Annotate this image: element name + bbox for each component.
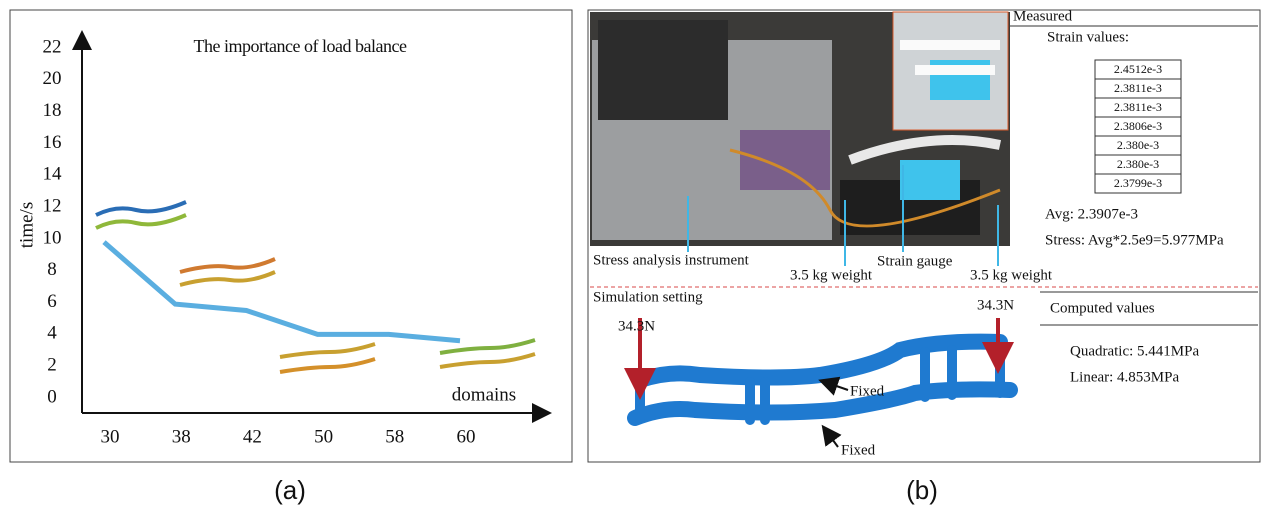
avg: Avg: 2.3907e-3 [1045, 206, 1138, 222]
fixed-arrow [822, 381, 848, 390]
photo-label: Stress analysis instrument [593, 252, 750, 268]
caption: (a) [274, 475, 306, 505]
x-tick-label: 42 [243, 426, 262, 447]
y-tick-label: 6 [47, 291, 57, 312]
y-tick-label: 22 [43, 36, 62, 57]
y-tick-label: 8 [47, 259, 57, 280]
fixed-label: Fixed [841, 442, 876, 458]
photo-label: 3.5 kg weight [790, 267, 873, 283]
y-tick-label: 0 [47, 386, 57, 407]
photo-label: 3.5 kg weight [970, 267, 1053, 283]
stress: Stress: Avg*2.5e9=5.977MPa [1045, 232, 1224, 248]
chart-title: The importance of load balance [194, 36, 407, 56]
y-tick-label: 10 [43, 227, 62, 248]
y-tick-label: 12 [43, 195, 62, 216]
photo [590, 12, 1010, 246]
y-tick-label: 4 [47, 323, 57, 344]
strain-value: 2.3806e-3 [1114, 119, 1162, 133]
strain-value: 2.3799e-3 [1114, 176, 1162, 190]
line [104, 242, 460, 341]
fixed-arrow [824, 428, 838, 447]
strain-value: 2.380e-3 [1117, 138, 1159, 152]
x-tick-label: 50 [314, 426, 333, 447]
force-label: 34.3N [618, 318, 655, 334]
x-axis-label: domains [452, 384, 516, 405]
x-tick-label: 60 [457, 426, 476, 447]
chassis-icons [96, 202, 535, 372]
computed-value: Quadratic: 5.441MPa [1070, 343, 1199, 359]
strain-value: 2.3811e-3 [1114, 100, 1162, 114]
measured-subtitle: Strain values: [1047, 29, 1129, 45]
measured-title: Measured [1013, 8, 1073, 24]
fixed-label: Fixed [850, 383, 885, 399]
photo-label: Strain gauge [877, 253, 953, 269]
y-tick-label: 16 [43, 132, 62, 153]
y-tick-label: 14 [43, 164, 63, 185]
caption: (b) [906, 475, 938, 505]
x-tick-label: 30 [101, 426, 120, 447]
x-tick-label: 38 [172, 426, 191, 447]
simulation-title: Simulation setting [593, 289, 703, 305]
strain-value: 2.3811e-3 [1114, 81, 1162, 95]
strain-value: 2.380e-3 [1117, 157, 1159, 171]
computed-value: Linear: 4.853MPa [1070, 369, 1179, 385]
x-tick-label: 58 [385, 426, 404, 447]
y-tick-label: 18 [43, 100, 62, 121]
strain-value: 2.4512e-3 [1114, 62, 1162, 76]
y-axis-label: time/s [16, 202, 37, 248]
computed-title: Computed values [1050, 300, 1155, 316]
figure: The importance of load balance domains t… [0, 0, 1269, 511]
force-label: 34.3N [977, 297, 1014, 313]
y-tick-label: 20 [43, 68, 62, 89]
y-tick-label: 2 [47, 355, 57, 376]
